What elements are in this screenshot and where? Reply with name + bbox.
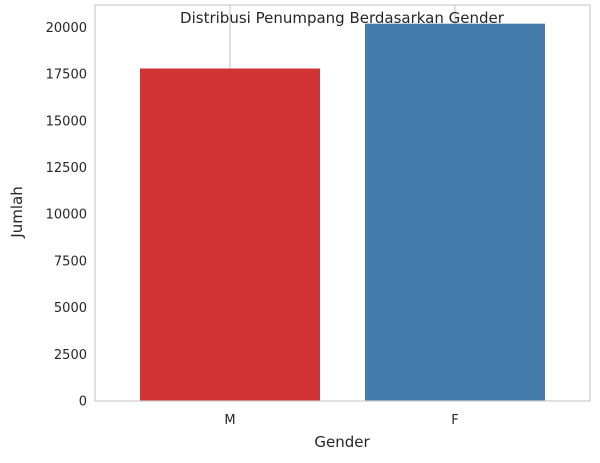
y-tick-label: 12500 [46,161,87,176]
y-tick-labels: 0 2500 5000 7500 10000 12500 15000 17500 20000 [46,21,87,410]
y-tick-label: 0 [79,395,87,410]
y-tick-label: 15000 [46,114,87,129]
y-tick-label: 10000 [46,208,87,223]
bar-F [365,23,545,401]
plot-border [94,4,591,402]
y-tick-label: 5000 [54,301,87,316]
x-tick-label-M: M [224,413,235,428]
bars-group [140,23,545,402]
y-tick-label: 20000 [46,21,87,36]
y-tick-label: 7500 [54,254,87,269]
y-tick-label: 2500 [54,348,87,363]
x-tick-label-F: F [451,413,458,428]
y-axis-label: Jumlah [8,186,26,238]
y-tick-label: 17500 [46,68,87,83]
x-axis-label: Gender [314,433,370,451]
bar-M [140,68,320,402]
chart-title: Distribusi Penumpang Berdasarkan Gender [180,9,505,27]
